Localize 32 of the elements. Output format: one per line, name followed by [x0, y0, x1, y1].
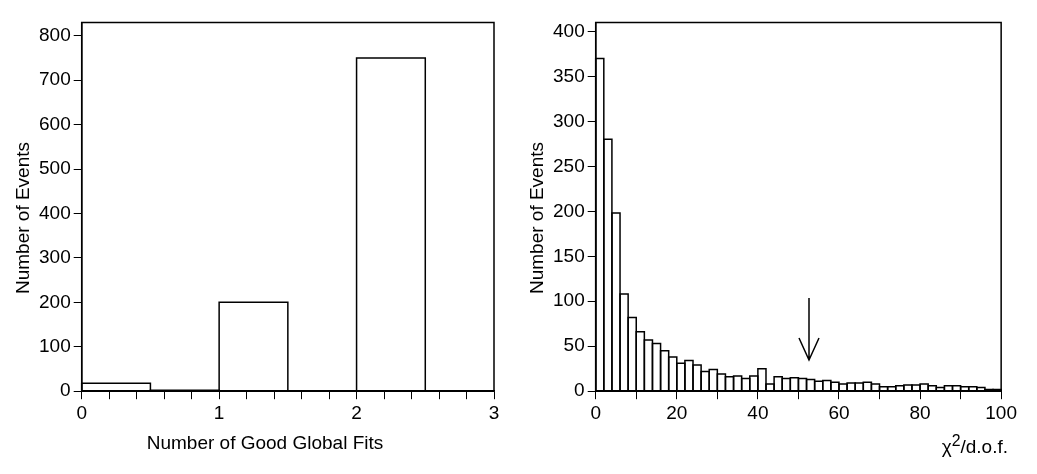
y-tick-label: 500 [39, 157, 71, 179]
y-tick-label: 300 [553, 109, 585, 131]
x-axis-title: χ$^{2}$/d.o.f. [940, 432, 1008, 459]
y-tick-label: 600 [39, 112, 71, 134]
x-axis-title: Number of Good Global Fits [145, 432, 385, 454]
y-tick-label: 150 [553, 244, 585, 266]
y-tick-label: 0 [60, 379, 71, 401]
x-tick-label: 20 [666, 401, 688, 423]
y-tick-label: 50 [563, 334, 585, 356]
y-tick-label: 400 [553, 19, 585, 41]
y-tick-label: 400 [39, 201, 71, 223]
x-tick-label: 0 [590, 401, 601, 423]
x-tick-label: 60 [828, 401, 850, 423]
x-tick-label: 100 [985, 401, 1017, 423]
y-tick-label: 100 [39, 335, 71, 356]
x-tick-label: 2 [351, 401, 362, 423]
x-tick-label: 40 [747, 401, 769, 423]
x-tick-label: 0 [76, 401, 87, 423]
x-tick-label: 1 [213, 401, 225, 423]
y-tick-label: 250 [553, 154, 585, 176]
y-tick-label: 200 [553, 199, 585, 221]
y-axis-title: Number of Events [526, 141, 548, 295]
y-tick-label: 700 [39, 68, 71, 90]
y-tick-label: 0 [574, 379, 585, 401]
y-tick-label: 350 [553, 64, 585, 86]
y-tick-label: 200 [39, 290, 71, 312]
y-tick-label: 800 [39, 23, 71, 45]
x-tick-label: 80 [909, 401, 931, 423]
x-tick-label: 3 [488, 401, 500, 423]
y-tick-label: 300 [39, 246, 71, 268]
y-axis-title: Number of Events [12, 141, 34, 295]
y-tick-label: 100 [553, 289, 585, 311]
